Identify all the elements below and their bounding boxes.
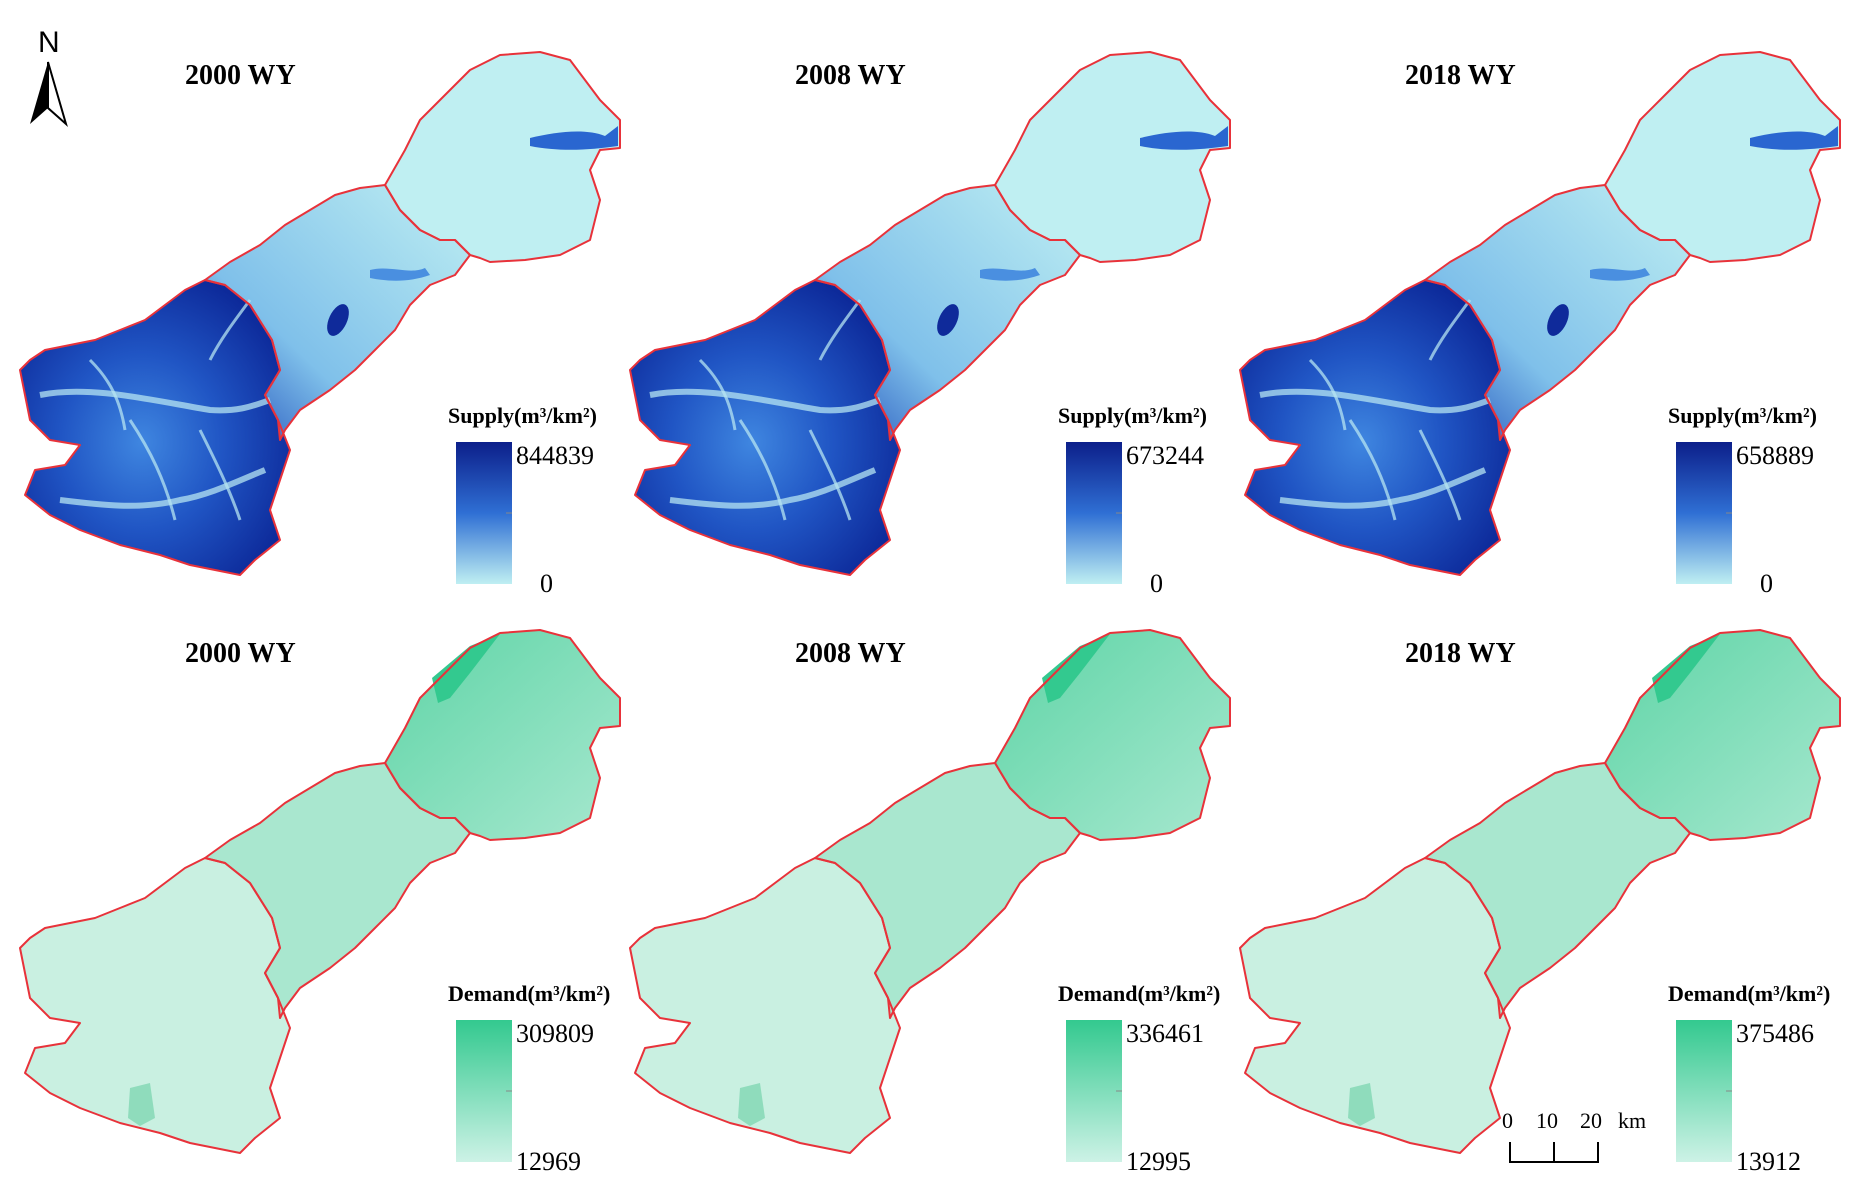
legend-min: 12969 [516, 1147, 581, 1176]
legend-title: Supply(m³/km²) [1058, 403, 1207, 428]
north-arrow-right-icon [47, 61, 68, 128]
high-supply-patch [1140, 126, 1228, 150]
high-demand-patch [1348, 1083, 1375, 1126]
legend-color-ramp [1676, 442, 1732, 584]
legend-min: 12995 [1126, 1147, 1191, 1176]
legend-title: Demand(m³/km²) [448, 981, 610, 1006]
legend-max: 375486 [1736, 1019, 1814, 1048]
valley-streak [208, 299, 252, 361]
legend-max: 844839 [516, 441, 594, 470]
valley-streak [649, 388, 881, 414]
region-west [1240, 858, 1510, 1153]
valley-streak [818, 299, 862, 361]
valley-streak [88, 358, 127, 431]
valley-streak [1279, 467, 1487, 509]
region-west [630, 858, 900, 1153]
legend: Supply(m³/km²) 658889 0 [1668, 403, 1817, 598]
legend-title: Supply(m³/km²) [1668, 403, 1817, 428]
legend-max: 309809 [516, 1019, 594, 1048]
region-west [630, 280, 900, 575]
valley-streak [198, 429, 242, 521]
legend-max: 673244 [1126, 441, 1204, 470]
scale-label-20: 20 [1580, 1108, 1602, 1133]
valley-streak [59, 467, 267, 509]
legend-color-ramp [1066, 1020, 1122, 1162]
valley-streak [698, 358, 737, 431]
panel-title: 2000 WY [185, 60, 296, 91]
panel-4: 2000 WY Demand(m³/km²) 309809 12969 [19, 629, 621, 1176]
panel-6: 2018 WY Demand(m³/km²) 375486 13912 [1239, 629, 1841, 1176]
legend-min: 0 [1760, 569, 1773, 598]
panel-3: 2018 WY Supply(m³/km²) 658889 0 [1239, 51, 1841, 598]
legend-title: Demand(m³/km²) [1058, 981, 1220, 1006]
legend-max: 658889 [1736, 441, 1814, 470]
north-label: N [38, 26, 60, 59]
valley-streak [1348, 419, 1397, 521]
valley-streak [1308, 358, 1347, 431]
valley-streak [1418, 429, 1462, 521]
region-map [1239, 51, 1841, 576]
legend-color-ramp [1676, 1020, 1732, 1162]
region-map [629, 629, 1231, 1154]
legend-title: Supply(m³/km²) [448, 403, 597, 428]
panel-title: 2000 WY [185, 638, 296, 669]
scale-bar: 0 10 20 km [1502, 1108, 1646, 1163]
high-demand-patch [1652, 634, 1720, 703]
legend: Supply(m³/km²) 844839 0 [448, 403, 597, 598]
panel-2: 2008 WY Supply(m³/km²) 673244 0 [629, 51, 1231, 598]
legend-color-ramp [456, 442, 512, 584]
panel-1: 2000 WY Supply(m³/km²) 844839 0 [19, 51, 621, 598]
panel-title: 2008 WY [795, 60, 906, 91]
region-map [629, 51, 1231, 576]
legend-min: 0 [540, 569, 553, 598]
legend-min: 0 [1150, 569, 1163, 598]
panel-title: 2008 WY [795, 638, 906, 669]
scale-label-0: 0 [1502, 1108, 1513, 1133]
legend-color-ramp [456, 1020, 512, 1162]
high-supply-patch [980, 268, 1040, 281]
lake-patch [1547, 304, 1569, 336]
panel-5: 2008 WY Demand(m³/km²) 336461 12995 [629, 629, 1231, 1176]
valley-streak [39, 388, 271, 414]
scale-bar-line [1509, 1142, 1599, 1163]
legend: Demand(m³/km²) 309809 12969 [448, 981, 610, 1176]
region-west [20, 858, 290, 1153]
panels: 2000 WY Supply(m³/km²) 844839 0 2008 WY Suppl… [19, 51, 1841, 1176]
valley-streak [738, 419, 787, 521]
region-map [1239, 629, 1841, 1154]
legend: Demand(m³/km²) 336461 12995 [1058, 981, 1220, 1176]
high-supply-patch [530, 126, 618, 150]
scale-unit: km [1618, 1108, 1646, 1133]
legend-min: 13912 [1736, 1147, 1801, 1176]
high-demand-patch [1042, 634, 1110, 703]
legend: Demand(m³/km²) 375486 13912 [1668, 981, 1830, 1176]
panel-title: 2018 WY [1405, 638, 1516, 669]
high-supply-patch [370, 268, 430, 281]
high-demand-patch [432, 634, 500, 703]
high-supply-patch [1750, 126, 1838, 150]
panel-title: 2018 WY [1405, 60, 1516, 91]
valley-streak [1428, 299, 1472, 361]
region-west [20, 280, 290, 575]
north-arrow-left-icon [30, 62, 48, 124]
valley-streak [808, 429, 852, 521]
valley-streak [669, 467, 877, 509]
legend: Supply(m³/km²) 673244 0 [1058, 403, 1207, 598]
scale-label-10: 10 [1536, 1108, 1558, 1133]
high-supply-patch [1590, 268, 1650, 281]
lake-patch [327, 304, 349, 336]
north-arrow: N [30, 26, 68, 128]
legend-max: 336461 [1126, 1019, 1204, 1048]
lake-patch [937, 304, 959, 336]
region-west [1240, 280, 1510, 575]
legend-color-ramp [1066, 442, 1122, 584]
region-map [19, 629, 621, 1154]
valley-streak [128, 419, 177, 521]
high-demand-patch [128, 1083, 155, 1126]
legend-title: Demand(m³/km²) [1668, 981, 1830, 1006]
high-demand-patch [738, 1083, 765, 1126]
valley-streak [1259, 388, 1491, 414]
region-map [19, 51, 621, 576]
